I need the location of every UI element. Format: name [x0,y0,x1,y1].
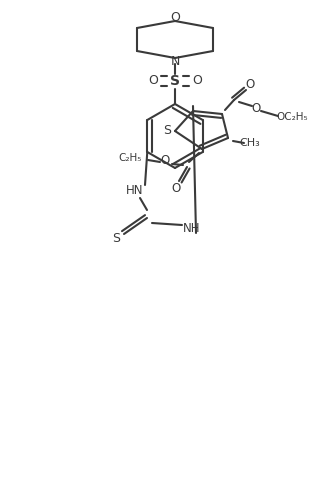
Text: O: O [192,74,202,87]
Text: N: N [170,55,180,69]
Text: S: S [163,124,171,138]
Text: O: O [171,181,181,194]
Text: S: S [170,74,180,88]
Text: HN: HN [126,185,144,197]
Text: S: S [112,231,120,244]
Text: O: O [160,154,169,167]
Text: OC₂H₅: OC₂H₅ [276,112,308,122]
Text: O: O [148,74,158,87]
Text: NH: NH [183,222,201,235]
Text: C₂H₅: C₂H₅ [118,153,142,163]
Text: O: O [245,79,255,91]
Text: O: O [251,102,261,115]
Text: CH₃: CH₃ [240,138,260,148]
Text: O: O [170,12,180,24]
